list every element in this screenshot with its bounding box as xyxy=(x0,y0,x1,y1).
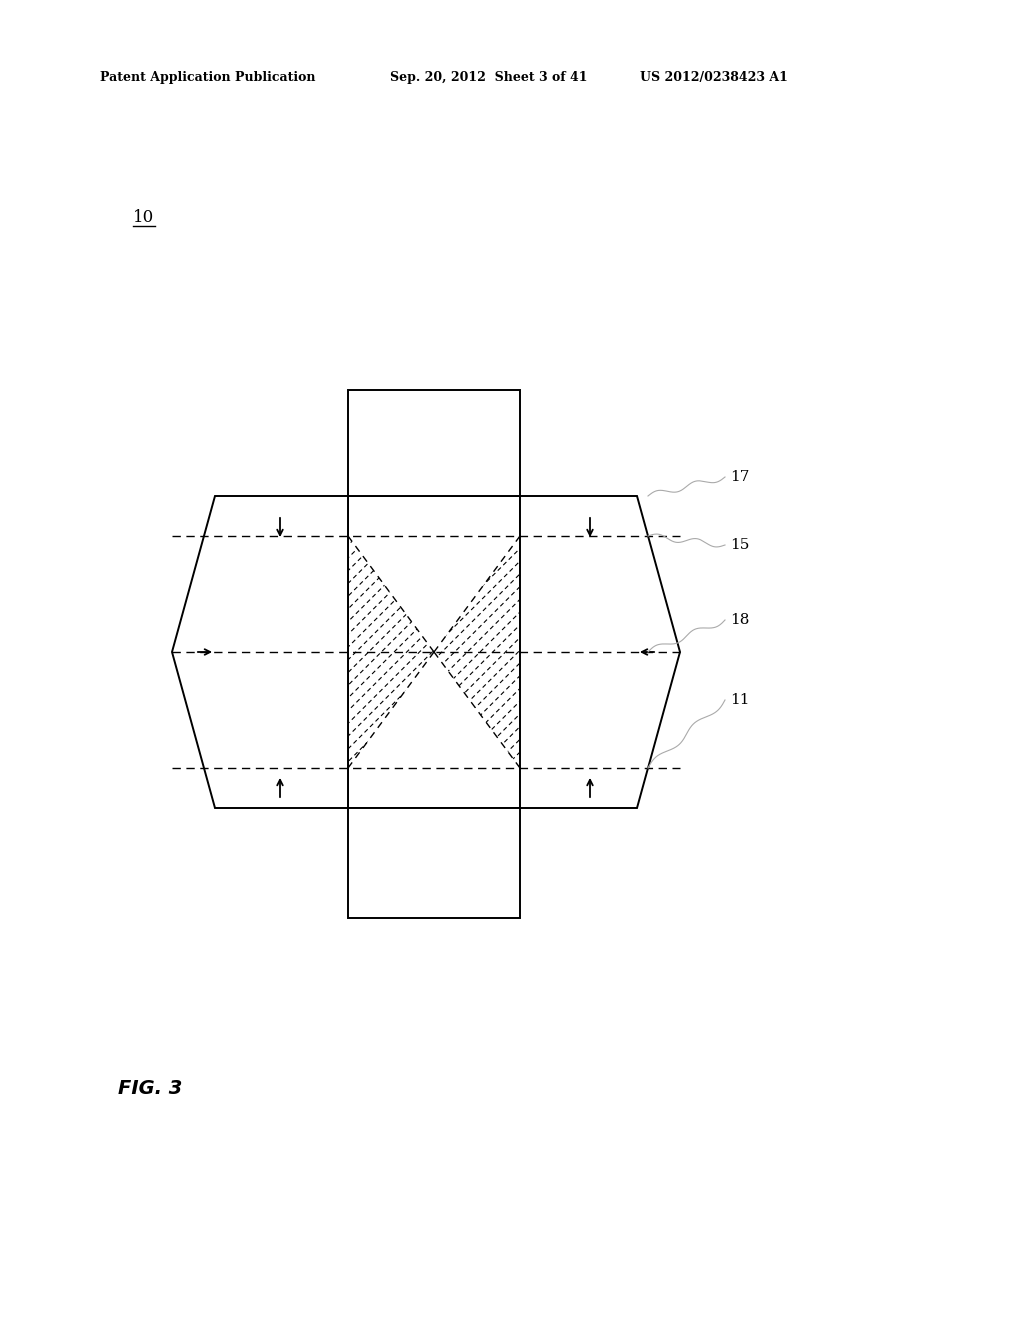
Text: Patent Application Publication: Patent Application Publication xyxy=(100,71,315,84)
Text: 11: 11 xyxy=(730,693,750,708)
Bar xyxy=(348,496,520,808)
Polygon shape xyxy=(172,496,348,808)
Bar xyxy=(348,808,520,917)
Bar xyxy=(348,389,520,496)
Polygon shape xyxy=(520,496,680,808)
PathPatch shape xyxy=(348,536,434,768)
Text: 15: 15 xyxy=(730,539,750,552)
Text: Sep. 20, 2012  Sheet 3 of 41: Sep. 20, 2012 Sheet 3 of 41 xyxy=(390,71,588,84)
Text: 10: 10 xyxy=(133,210,155,227)
PathPatch shape xyxy=(434,536,520,768)
Text: US 2012/0238423 A1: US 2012/0238423 A1 xyxy=(640,71,787,84)
Text: 18: 18 xyxy=(730,612,750,627)
Text: 17: 17 xyxy=(730,470,750,484)
Text: FIG. 3: FIG. 3 xyxy=(118,1078,182,1097)
